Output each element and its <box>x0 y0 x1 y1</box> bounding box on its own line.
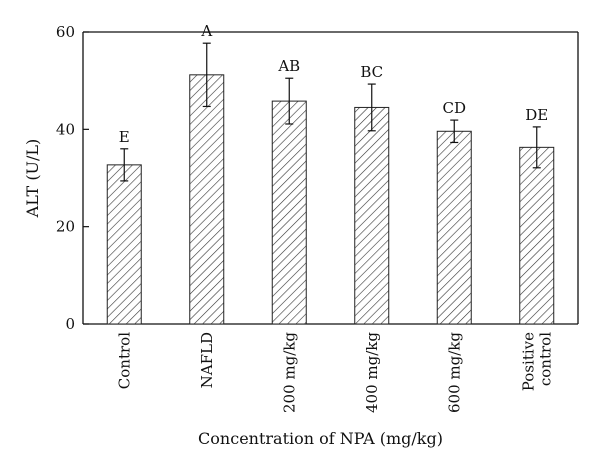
x-tick-label: NAFLD <box>198 332 216 388</box>
x-tick-label: 400 mg/kg <box>363 332 381 413</box>
plot-area: 0 20 40 60 E Control A NAFLD AB 200 mg/kg BC 400 mg… <box>56 22 579 413</box>
y-tick-label: 20 <box>56 218 75 236</box>
x-tick-label: 600 mg/kg <box>445 332 463 413</box>
bar <box>189 74 225 325</box>
x-tick-label: control <box>536 332 554 386</box>
bar <box>519 146 555 325</box>
significance-label: A <box>200 22 212 40</box>
significance-label: BC <box>360 63 383 81</box>
significance-label: DE <box>525 106 548 124</box>
y-tick-label: 0 <box>65 315 75 333</box>
bar <box>436 130 472 325</box>
y-axis-title: ALT (U/L) <box>23 139 42 219</box>
x-tick-label: 200 mg/kg <box>280 332 298 413</box>
y-tick-label: 60 <box>56 23 75 41</box>
x-tick-label: Control <box>115 332 133 389</box>
bar <box>271 100 307 325</box>
y-tick-label: 40 <box>56 120 75 138</box>
significance-label: AB <box>277 57 300 75</box>
x-tick-label: Positive <box>519 332 537 391</box>
significance-label: E <box>119 128 130 146</box>
bar <box>354 106 390 325</box>
x-axis-title: Concentration of NPA (mg/kg) <box>198 429 443 448</box>
bar <box>106 164 142 325</box>
significance-label: CD <box>442 99 466 117</box>
